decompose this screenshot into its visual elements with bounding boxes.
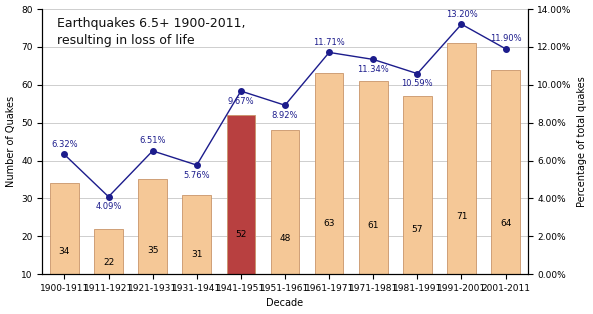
Text: 64: 64 xyxy=(500,219,511,228)
Text: 9.67%: 9.67% xyxy=(228,97,254,106)
Text: 52: 52 xyxy=(235,230,247,239)
Text: 48: 48 xyxy=(279,234,291,243)
Text: 35: 35 xyxy=(147,246,158,255)
Text: Earthquakes 6.5+ 1900-2011,
resulting in loss of life: Earthquakes 6.5+ 1900-2011, resulting in… xyxy=(57,17,246,47)
Bar xyxy=(491,70,520,274)
Bar xyxy=(138,180,167,274)
Text: 8.92%: 8.92% xyxy=(272,111,298,120)
Text: 57: 57 xyxy=(412,225,423,234)
Text: 22: 22 xyxy=(103,258,114,267)
Text: 34: 34 xyxy=(59,247,70,256)
Bar xyxy=(270,130,299,274)
Text: 11.34%: 11.34% xyxy=(358,65,389,74)
Bar xyxy=(50,183,79,274)
Text: 71: 71 xyxy=(456,212,467,221)
Text: 4.09%: 4.09% xyxy=(95,203,122,211)
Text: 10.59%: 10.59% xyxy=(401,79,433,88)
Bar xyxy=(447,43,476,274)
Bar xyxy=(183,195,211,274)
Text: 63: 63 xyxy=(323,219,335,229)
Y-axis label: Percentage of total quakes: Percentage of total quakes xyxy=(578,76,588,207)
X-axis label: Decade: Decade xyxy=(266,298,304,308)
Y-axis label: Number of Quakes: Number of Quakes xyxy=(5,96,15,187)
Text: 6.51%: 6.51% xyxy=(139,136,166,145)
Bar xyxy=(359,81,388,274)
Bar xyxy=(227,115,255,274)
Text: 5.76%: 5.76% xyxy=(183,171,210,180)
Text: 13.20%: 13.20% xyxy=(445,9,477,19)
Bar xyxy=(94,229,123,274)
Text: 11.71%: 11.71% xyxy=(313,38,345,47)
Bar xyxy=(403,96,432,274)
Text: 61: 61 xyxy=(368,221,379,230)
Text: 11.90%: 11.90% xyxy=(490,34,521,43)
Text: 6.32%: 6.32% xyxy=(51,140,78,149)
Text: 31: 31 xyxy=(191,250,202,259)
Bar xyxy=(315,73,343,274)
